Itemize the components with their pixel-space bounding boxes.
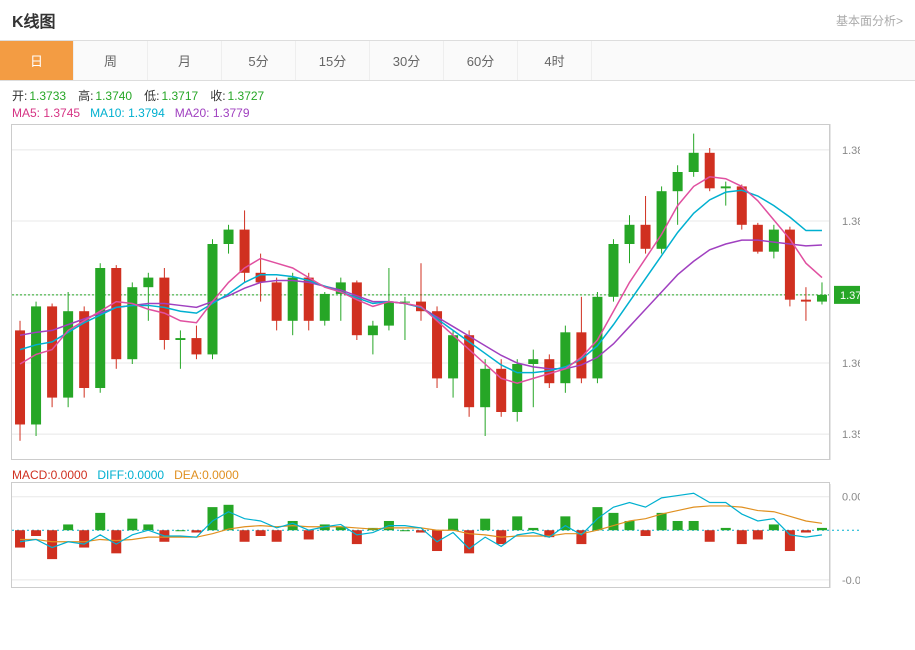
tab-30分[interactable]: 30分: [370, 41, 444, 80]
low-label: 低:: [144, 89, 159, 103]
tab-日[interactable]: 日: [0, 41, 74, 80]
candlestick-chart[interactable]: 1.35821.36561.37271.38041.38781.3727: [0, 124, 915, 464]
ma5-label: MA5: 1.3745: [12, 106, 80, 120]
tab-15分[interactable]: 15分: [296, 41, 370, 80]
header: K线图 基本面分析>: [0, 0, 915, 41]
ma20-label: MA20: 1.3779: [175, 106, 250, 120]
svg-text:0.0029: 0.0029: [842, 492, 860, 504]
low-value: 1.3717: [161, 89, 198, 103]
close-value: 1.3727: [228, 89, 265, 103]
svg-text:1.3804: 1.3804: [842, 216, 860, 228]
svg-text:-0.0043: -0.0043: [842, 575, 860, 587]
ma-bar: MA5: 1.3745 MA10: 1.3794 MA20: 1.3779: [0, 106, 915, 124]
tab-5分[interactable]: 5分: [222, 41, 296, 80]
ma10-label: MA10: 1.3794: [90, 106, 165, 120]
high-value: 1.3740: [95, 89, 132, 103]
tab-60分[interactable]: 60分: [444, 41, 518, 80]
svg-text:1.3582: 1.3582: [842, 429, 860, 441]
page-title: K线图: [12, 8, 56, 32]
macd-label: MACD:0.0000: [12, 468, 87, 482]
macd-bar: MACD:0.0000 DIFF:0.0000 DEA:0.0000: [0, 464, 915, 482]
svg-text:1.3727: 1.3727: [840, 290, 860, 302]
diff-label: DIFF:0.0000: [97, 468, 164, 482]
subtitle-link[interactable]: 基本面分析>: [836, 12, 903, 29]
svg-text:1.3878: 1.3878: [842, 145, 860, 157]
macd-chart[interactable]: -0.0043 0.0029: [0, 482, 915, 592]
high-label: 高:: [78, 89, 93, 103]
open-label: 开:: [12, 89, 27, 103]
open-value: 1.3733: [29, 89, 66, 103]
tab-4时[interactable]: 4时: [518, 41, 592, 80]
close-label: 收:: [210, 89, 225, 103]
tab-月[interactable]: 月: [148, 41, 222, 80]
svg-text:1.3656: 1.3656: [842, 358, 860, 370]
ohlc-bar: 开:1.3733 高:1.3740 低:1.3717 收:1.3727: [0, 81, 915, 106]
dea-label: DEA:0.0000: [174, 468, 239, 482]
tab-周[interactable]: 周: [74, 41, 148, 80]
timeframe-tabs: 日周月5分15分30分60分4时: [0, 41, 915, 81]
